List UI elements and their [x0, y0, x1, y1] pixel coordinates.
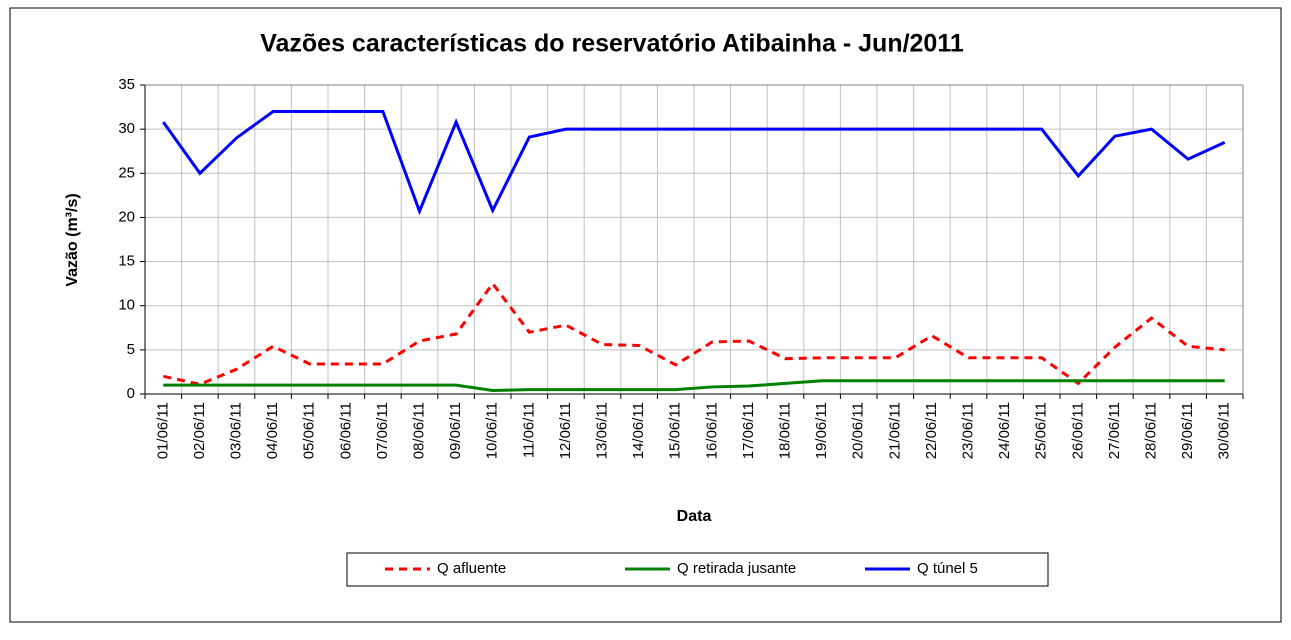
x-tick-label: 23/06/11 [959, 402, 976, 459]
x-tick-label: 09/06/11 [447, 402, 464, 459]
x-tick-label: 28/06/11 [1142, 402, 1159, 459]
y-tick-label: 10 [118, 297, 135, 314]
y-axis-label: Vazão (m³/s) [64, 193, 81, 286]
x-tick-label: 01/06/11 [154, 402, 171, 459]
x-tick-label: 11/06/11 [520, 402, 537, 458]
x-tick-label: 19/06/11 [813, 402, 830, 459]
series-line [163, 379, 1225, 392]
x-tick-label: 07/06/11 [374, 402, 391, 459]
y-tick-label: 35 [118, 76, 135, 93]
x-tick-label: 08/06/11 [410, 402, 427, 459]
x-tick-label: 02/06/11 [191, 402, 208, 459]
x-tick-label: 14/06/11 [630, 402, 647, 459]
x-tick-label: 20/06/11 [850, 402, 867, 459]
x-tick-label: 04/06/11 [264, 402, 281, 459]
x-tick-label: 17/06/11 [740, 402, 757, 459]
chart-border [9, 7, 1282, 623]
x-tick-label: 10/06/11 [484, 402, 501, 459]
x-tick-label: 21/06/11 [886, 402, 903, 459]
legend-box [346, 552, 1049, 587]
y-tick-label: 20 [118, 208, 135, 225]
y-tick-label: 25 [118, 164, 135, 181]
x-tick-label: 27/06/11 [1106, 402, 1123, 459]
x-axis-label: Data [677, 508, 712, 525]
legend-label: Q túnel 5 [917, 560, 978, 577]
x-tick-label: 30/06/11 [1216, 402, 1233, 459]
x-tick-label: 13/06/11 [593, 402, 610, 459]
x-tick-label: 24/06/11 [996, 402, 1013, 459]
x-tick-label: 22/06/11 [923, 402, 940, 459]
x-tick-label: 26/06/11 [1069, 402, 1086, 459]
x-tick-label: 15/06/11 [667, 402, 684, 459]
x-tick-label: 16/06/11 [703, 402, 720, 459]
legend-label: Q retirada jusante [677, 560, 796, 577]
x-tick-label: 05/06/11 [301, 402, 318, 459]
legend-label: Q afluente [437, 560, 506, 577]
series-line [162, 109, 1226, 216]
x-tick-label: 06/06/11 [337, 402, 354, 459]
y-tick-label: 30 [118, 120, 135, 137]
chart-title: Vazões características do reservatório A… [260, 30, 964, 58]
x-tick-label: 25/06/11 [1033, 402, 1050, 459]
x-tick-label: 29/06/11 [1179, 402, 1196, 459]
x-tick-label: 03/06/11 [227, 402, 244, 459]
y-tick-label: 0 [127, 385, 135, 402]
y-tick-label: 15 [118, 253, 135, 270]
x-tick-label: 12/06/11 [557, 402, 574, 459]
x-tick-label: 18/06/11 [776, 402, 793, 459]
y-tick-label: 5 [127, 341, 135, 358]
